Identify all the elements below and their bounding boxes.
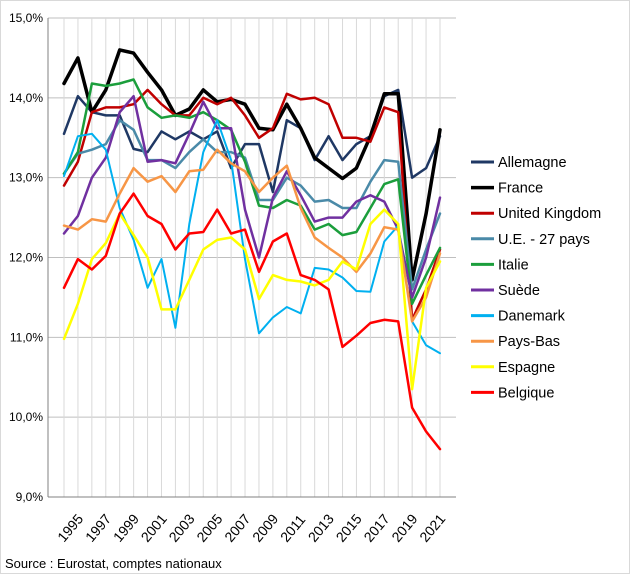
legend-label: U.E. - 27 pays [498, 232, 590, 248]
legend-label: Danemark [498, 309, 566, 325]
legend-label: Suède [498, 283, 540, 299]
series-lines [62, 48, 442, 451]
legend-label: France [498, 181, 543, 197]
series-line-u-e-27-pays [62, 118, 442, 291]
series-line-pays-bas [62, 148, 442, 323]
legend-label: Espagne [498, 360, 555, 376]
x-tick-label: 2007 [221, 511, 253, 545]
x-tick-label: 2017 [360, 511, 392, 545]
y-tick-label: 13,0% [9, 171, 43, 185]
legend-label: Italie [498, 257, 529, 273]
x-tick-label: 2013 [305, 511, 337, 545]
x-tick-label: 1999 [110, 511, 142, 545]
source-note: Source : Eurostat, comptes nationaux [5, 556, 222, 571]
x-tick-label: 2001 [138, 511, 170, 545]
x-tick-label: 2005 [193, 511, 225, 545]
x-tick-label: 2003 [165, 511, 197, 545]
legend-label: Belgique [498, 385, 554, 401]
legend: Allemagne France United Kingdom U.E. - 27 p… [471, 155, 601, 401]
grid-lines [48, 17, 456, 498]
x-tick-label: 2011 [277, 511, 309, 545]
x-tick-label: 1995 [54, 511, 86, 545]
x-tick-label: 2009 [249, 511, 281, 545]
x-axis: 1995199719992001200320052007200920112013… [48, 496, 456, 545]
x-tick-label: 1997 [82, 511, 114, 545]
series-line-belgique [62, 192, 442, 451]
legend-label: Pays-Bas [498, 334, 560, 350]
series-line-united-kingdom [62, 88, 442, 322]
y-tick-label: 9,0% [16, 490, 44, 504]
x-tick-label: 2015 [333, 511, 365, 545]
y-tick-label: 15,0% [9, 11, 43, 25]
series-line-espagne [62, 208, 442, 391]
x-tick-label: 2019 [388, 511, 420, 545]
y-tick-label: 11,0% [10, 330, 43, 344]
series-line-su-de [62, 94, 442, 299]
y-tick-label: 14,0% [9, 91, 43, 105]
legend-label: United Kingdom [498, 206, 601, 222]
x-tick-label: 2021 [416, 511, 448, 545]
y-axis: 9,0% 10,0% 11,0% 12,0% 13,0% 14,0% 15,0% [9, 11, 49, 504]
y-tick-label: 10,0% [9, 410, 43, 424]
series-line-france [62, 48, 442, 282]
y-tick-label: 12,0% [9, 251, 43, 265]
legend-label: Allemagne [498, 155, 567, 171]
